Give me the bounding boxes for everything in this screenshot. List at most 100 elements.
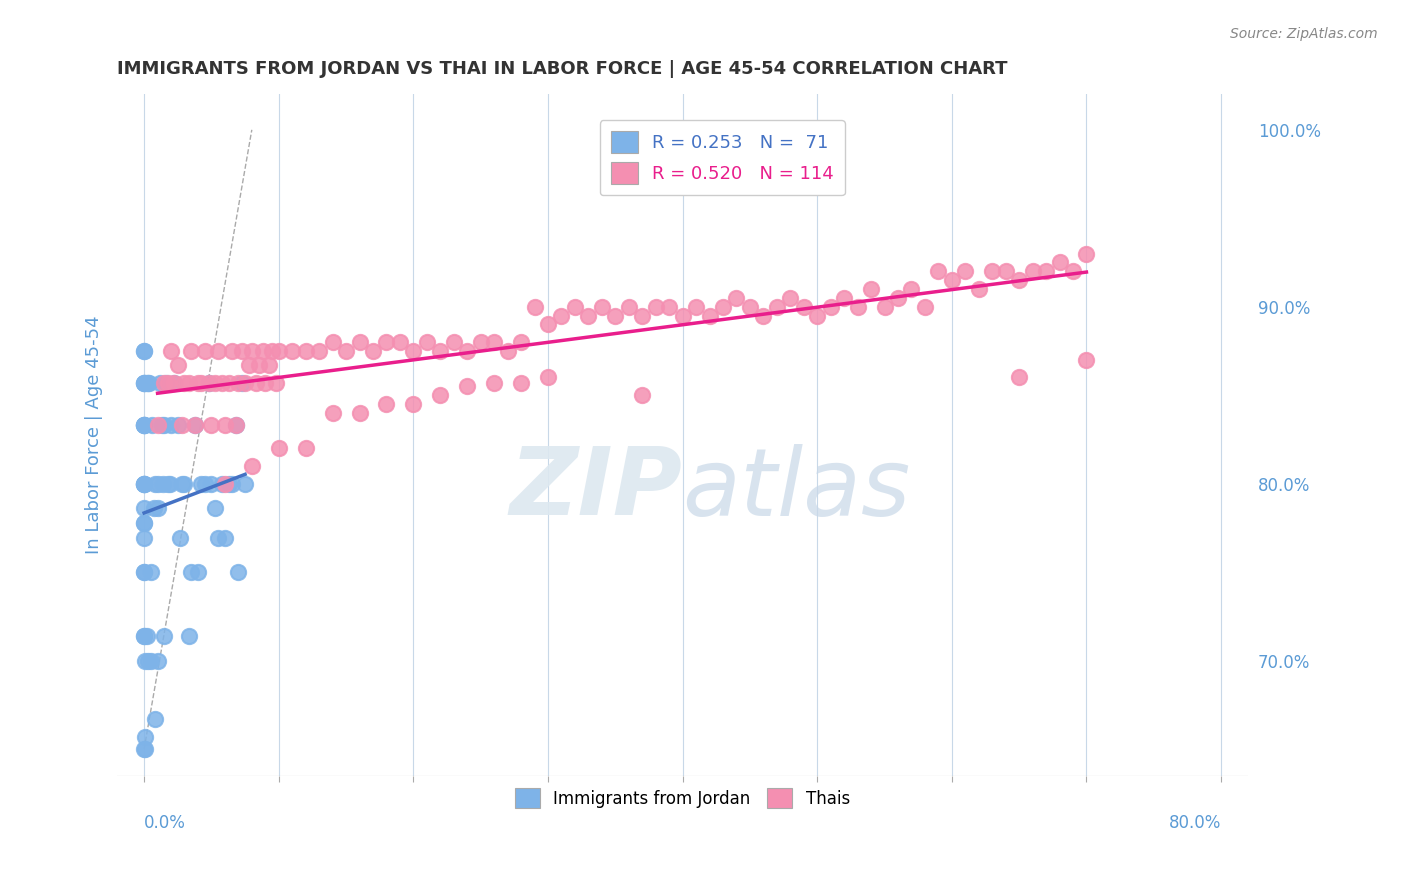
Point: [218, 376, 240, 390]
Point: [496, 343, 519, 358]
Point: [134, 653, 156, 667]
Point: [146, 418, 169, 433]
Point: [187, 565, 209, 579]
Point: [187, 376, 209, 390]
Point: [132, 343, 155, 358]
Point: [194, 476, 217, 491]
Point: [245, 376, 267, 390]
Point: [671, 309, 693, 323]
Point: [163, 376, 186, 390]
Point: [155, 376, 177, 390]
Point: [132, 476, 155, 491]
Point: [1076, 352, 1098, 367]
Point: [294, 442, 316, 456]
Point: [132, 376, 155, 390]
Point: [160, 343, 183, 358]
Point: [132, 476, 155, 491]
Point: [308, 343, 330, 358]
Point: [153, 376, 176, 390]
Point: [564, 300, 586, 314]
Point: [132, 418, 155, 433]
Point: [132, 516, 155, 530]
Text: 80.0%: 80.0%: [1168, 814, 1220, 832]
Point: [221, 343, 243, 358]
Point: [247, 358, 270, 372]
Point: [259, 358, 281, 372]
Point: [322, 335, 344, 350]
Point: [231, 376, 253, 390]
Point: [132, 629, 155, 643]
Text: 0.0%: 0.0%: [143, 814, 186, 832]
Point: [132, 565, 155, 579]
Point: [166, 418, 188, 433]
Point: [194, 343, 217, 358]
Point: [132, 418, 155, 433]
Point: [711, 300, 734, 314]
Point: [173, 476, 195, 491]
Point: [375, 335, 398, 350]
Point: [134, 742, 156, 756]
Point: [240, 458, 263, 473]
Point: [135, 376, 157, 390]
Point: [240, 343, 263, 358]
Point: [146, 653, 169, 667]
Point: [416, 335, 439, 350]
Point: [267, 442, 290, 456]
Point: [157, 376, 180, 390]
Point: [752, 309, 775, 323]
Point: [994, 264, 1017, 278]
Point: [177, 376, 200, 390]
Point: [204, 501, 226, 516]
Point: [228, 376, 250, 390]
Point: [523, 300, 546, 314]
Point: [605, 309, 627, 323]
Point: [170, 418, 193, 433]
Point: [349, 406, 371, 420]
Point: [141, 418, 163, 433]
Point: [537, 370, 560, 384]
Point: [132, 418, 155, 433]
Point: [1076, 246, 1098, 260]
Y-axis label: In Labor Force | Age 45-54: In Labor Force | Age 45-54: [86, 316, 103, 554]
Point: [142, 501, 165, 516]
Point: [132, 418, 155, 433]
Point: [631, 309, 654, 323]
Point: [281, 343, 304, 358]
Point: [294, 343, 316, 358]
Point: [150, 418, 173, 433]
Text: ZIP: ZIP: [510, 443, 682, 535]
Text: Source: ZipAtlas.com: Source: ZipAtlas.com: [1230, 27, 1378, 41]
Point: [644, 300, 666, 314]
Point: [470, 335, 492, 350]
Point: [214, 476, 236, 491]
Point: [204, 376, 226, 390]
Point: [264, 376, 287, 390]
Point: [132, 376, 155, 390]
Legend: Immigrants from Jordan, Thais: Immigrants from Jordan, Thais: [509, 781, 856, 815]
Point: [550, 309, 572, 323]
Point: [233, 476, 256, 491]
Point: [238, 358, 260, 372]
Point: [228, 565, 250, 579]
Point: [132, 501, 155, 516]
Point: [221, 476, 243, 491]
Point: [456, 379, 478, 393]
Point: [887, 291, 910, 305]
Point: [184, 418, 207, 433]
Point: [941, 273, 963, 287]
Point: [260, 343, 283, 358]
Point: [132, 516, 155, 530]
Point: [132, 476, 155, 491]
Point: [159, 476, 181, 491]
Point: [699, 309, 721, 323]
Point: [361, 343, 384, 358]
Point: [738, 300, 761, 314]
Point: [214, 532, 236, 546]
Point: [197, 376, 219, 390]
Point: [254, 376, 277, 390]
Point: [180, 565, 202, 579]
Point: [153, 418, 176, 433]
Point: [139, 565, 162, 579]
Point: [429, 343, 451, 358]
Point: [177, 629, 200, 643]
